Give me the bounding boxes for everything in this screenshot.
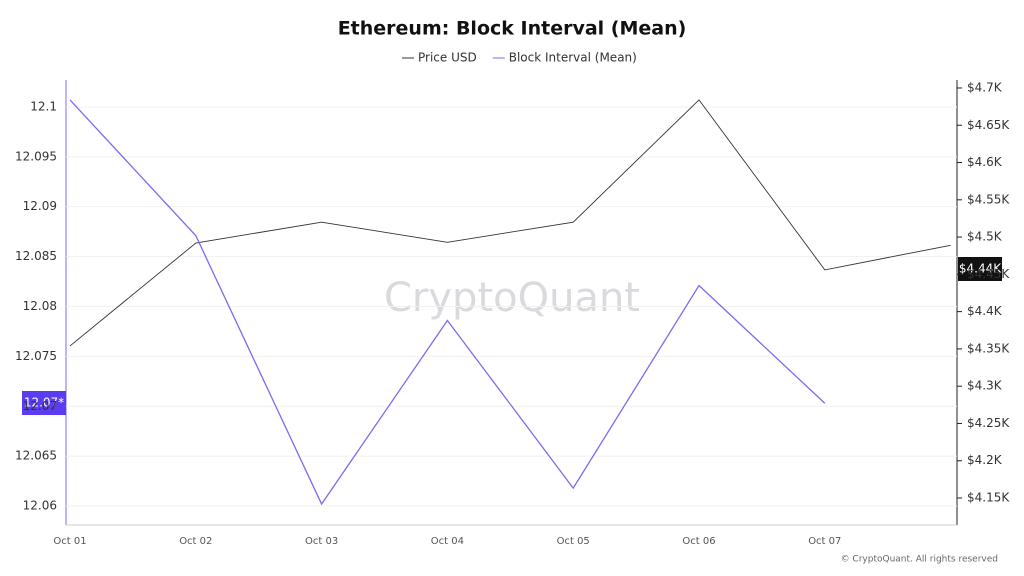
current-left-box	[22, 391, 66, 415]
current-right-label: $4.44K	[959, 262, 1002, 276]
y-tick-label: 12.08	[23, 299, 57, 313]
watermark: CryptoQuant	[384, 275, 640, 321]
legend-label: Price USD	[418, 51, 477, 65]
y2-tick-label: $4.2K	[967, 453, 1003, 467]
x-tick-label: Oct 06	[682, 536, 715, 547]
y-tick-label: 12.06	[23, 499, 57, 513]
x-tick-label: Oct 05	[557, 536, 590, 547]
series-line	[69, 99, 826, 506]
x-tick-label: Oct 01	[53, 536, 86, 547]
legend-label: Block Interval (Mean)	[509, 51, 637, 65]
y2-tick-label: $4.3K	[967, 379, 1003, 393]
y2-tick-label: $4.45K	[967, 267, 1010, 281]
y2-tick-label: $4.5K	[967, 230, 1003, 244]
chart-title: Ethereum: Block Interval (Mean)	[338, 18, 687, 40]
y2-tick-label: $4.4K	[967, 304, 1003, 318]
y-tick-label: 12.07	[23, 399, 57, 413]
y2-tick-label: $4.35K	[967, 341, 1010, 355]
x-tick-label: Oct 07	[808, 536, 841, 547]
y2-tick-label: $4.6K	[967, 155, 1003, 169]
current-right-box	[958, 257, 1002, 281]
y-tick-label: 12.085	[15, 249, 57, 263]
y2-tick-label: $4.7K	[967, 80, 1003, 94]
y2-tick-label: $4.15K	[967, 491, 1010, 505]
y2-tick-label: $4.65K	[967, 118, 1010, 132]
series-line	[69, 99, 951, 347]
footer: © CryptoQuant. All rights reserved	[841, 555, 998, 565]
y-tick-label: 12.095	[15, 149, 57, 163]
y-tick-label: 12.075	[15, 349, 57, 363]
y-tick-label: 12.1	[30, 99, 57, 113]
x-tick-label: Oct 04	[431, 536, 464, 547]
y-tick-label: 12.065	[15, 449, 57, 463]
y2-tick-label: $4.55K	[967, 192, 1010, 206]
x-tick-label: Oct 02	[179, 536, 212, 547]
y2-tick-label: $4.25K	[967, 416, 1010, 430]
current-left-label: 12.07*	[24, 396, 64, 410]
x-tick-label: Oct 03	[305, 536, 338, 547]
y-tick-label: 12.09	[23, 199, 57, 213]
